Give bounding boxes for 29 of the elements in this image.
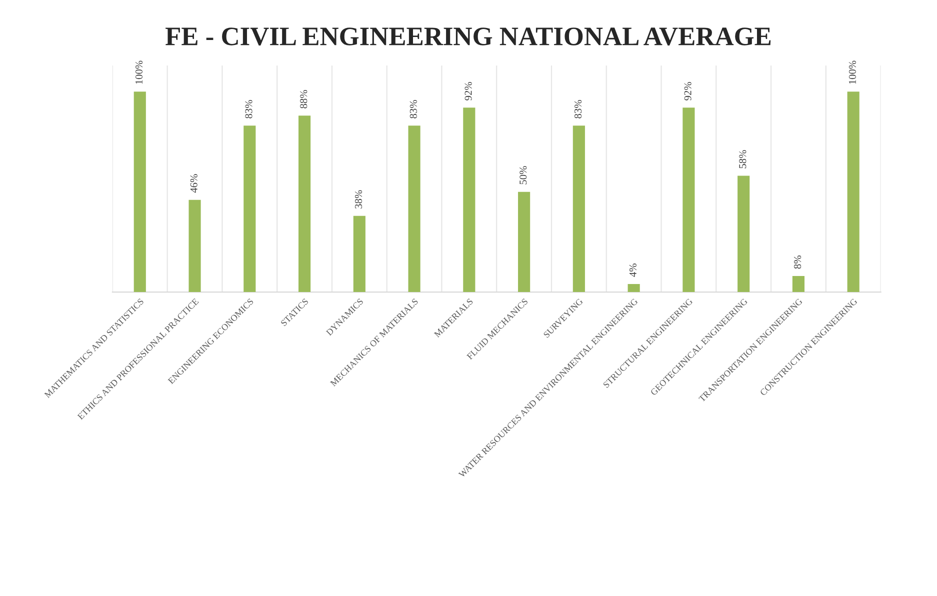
bar [518,192,530,292]
data-label: 8% [794,256,802,269]
bar [847,92,860,292]
data-label: 92% [464,82,472,100]
bar [408,126,420,292]
data-label: 4% [629,264,636,277]
bar [792,276,804,292]
data-label: 100% [848,60,856,84]
data-label: 46% [190,174,198,193]
data-label: 83% [410,100,417,118]
data-label: 50% [520,166,527,184]
chart-title: FE - CIVIL ENGINEERING NATIONAL AVERAGE [166,28,771,46]
bar [134,92,146,292]
bar [244,126,256,292]
data-label: 88% [300,90,308,108]
bar [298,116,311,292]
data-label: 100% [135,60,143,84]
bar [353,216,366,292]
bar [572,126,585,292]
bar [463,108,476,292]
bar [188,200,201,292]
bar [738,176,750,292]
data-label: 83% [574,100,582,118]
data-label: 38% [354,190,362,208]
data-label: 92% [684,82,692,100]
data-label: 83% [245,100,252,118]
bar [628,284,640,292]
bar [682,108,695,292]
data-label: 58% [739,150,746,168]
